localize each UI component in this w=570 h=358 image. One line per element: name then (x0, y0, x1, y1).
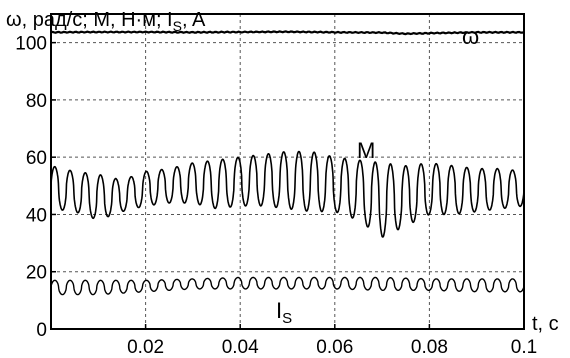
series-label-omega: ω (462, 24, 479, 49)
x-tick-label: 0.04 (222, 337, 259, 358)
y-axis-label-sub: S (173, 18, 182, 34)
x-axis-label: t, c (532, 313, 559, 335)
y-tick-label: 40 (26, 205, 47, 226)
series-label-m: M (357, 138, 375, 163)
x-tick-label: 0.08 (411, 337, 448, 358)
axis-ticks: 0.02 0.04 0.06 0.08 0.1 0 20 40 60 80 100 (15, 34, 537, 358)
plot-frame (50, 13, 525, 330)
series-line-omega (50, 30, 525, 36)
series-label-is-sub: S (282, 310, 292, 327)
y-tick-label: 100 (15, 34, 47, 55)
y-tick-label: 20 (26, 263, 47, 284)
y-axis-label-main: ω, рад/с; M, Н·м; I (6, 9, 173, 31)
series-line-m (50, 150, 525, 238)
y-tick-label: 80 (26, 91, 47, 112)
series-lines (50, 30, 525, 296)
series-label-is-main: I (276, 298, 282, 323)
grid-lines (51, 14, 524, 329)
x-tick-label: 0.1 (511, 337, 537, 358)
x-tick-label: 0.06 (316, 337, 353, 358)
x-tick-label: 0.02 (127, 337, 164, 358)
y-tick-label: 60 (26, 148, 47, 169)
y-axis-label-tail: , A (182, 9, 206, 31)
series-line-is (50, 276, 525, 296)
series-label-is: IS (276, 298, 292, 327)
y-axis-label: ω, рад/с; M, Н·м; IS, A (6, 9, 206, 34)
y-tick-label: 0 (36, 320, 47, 341)
